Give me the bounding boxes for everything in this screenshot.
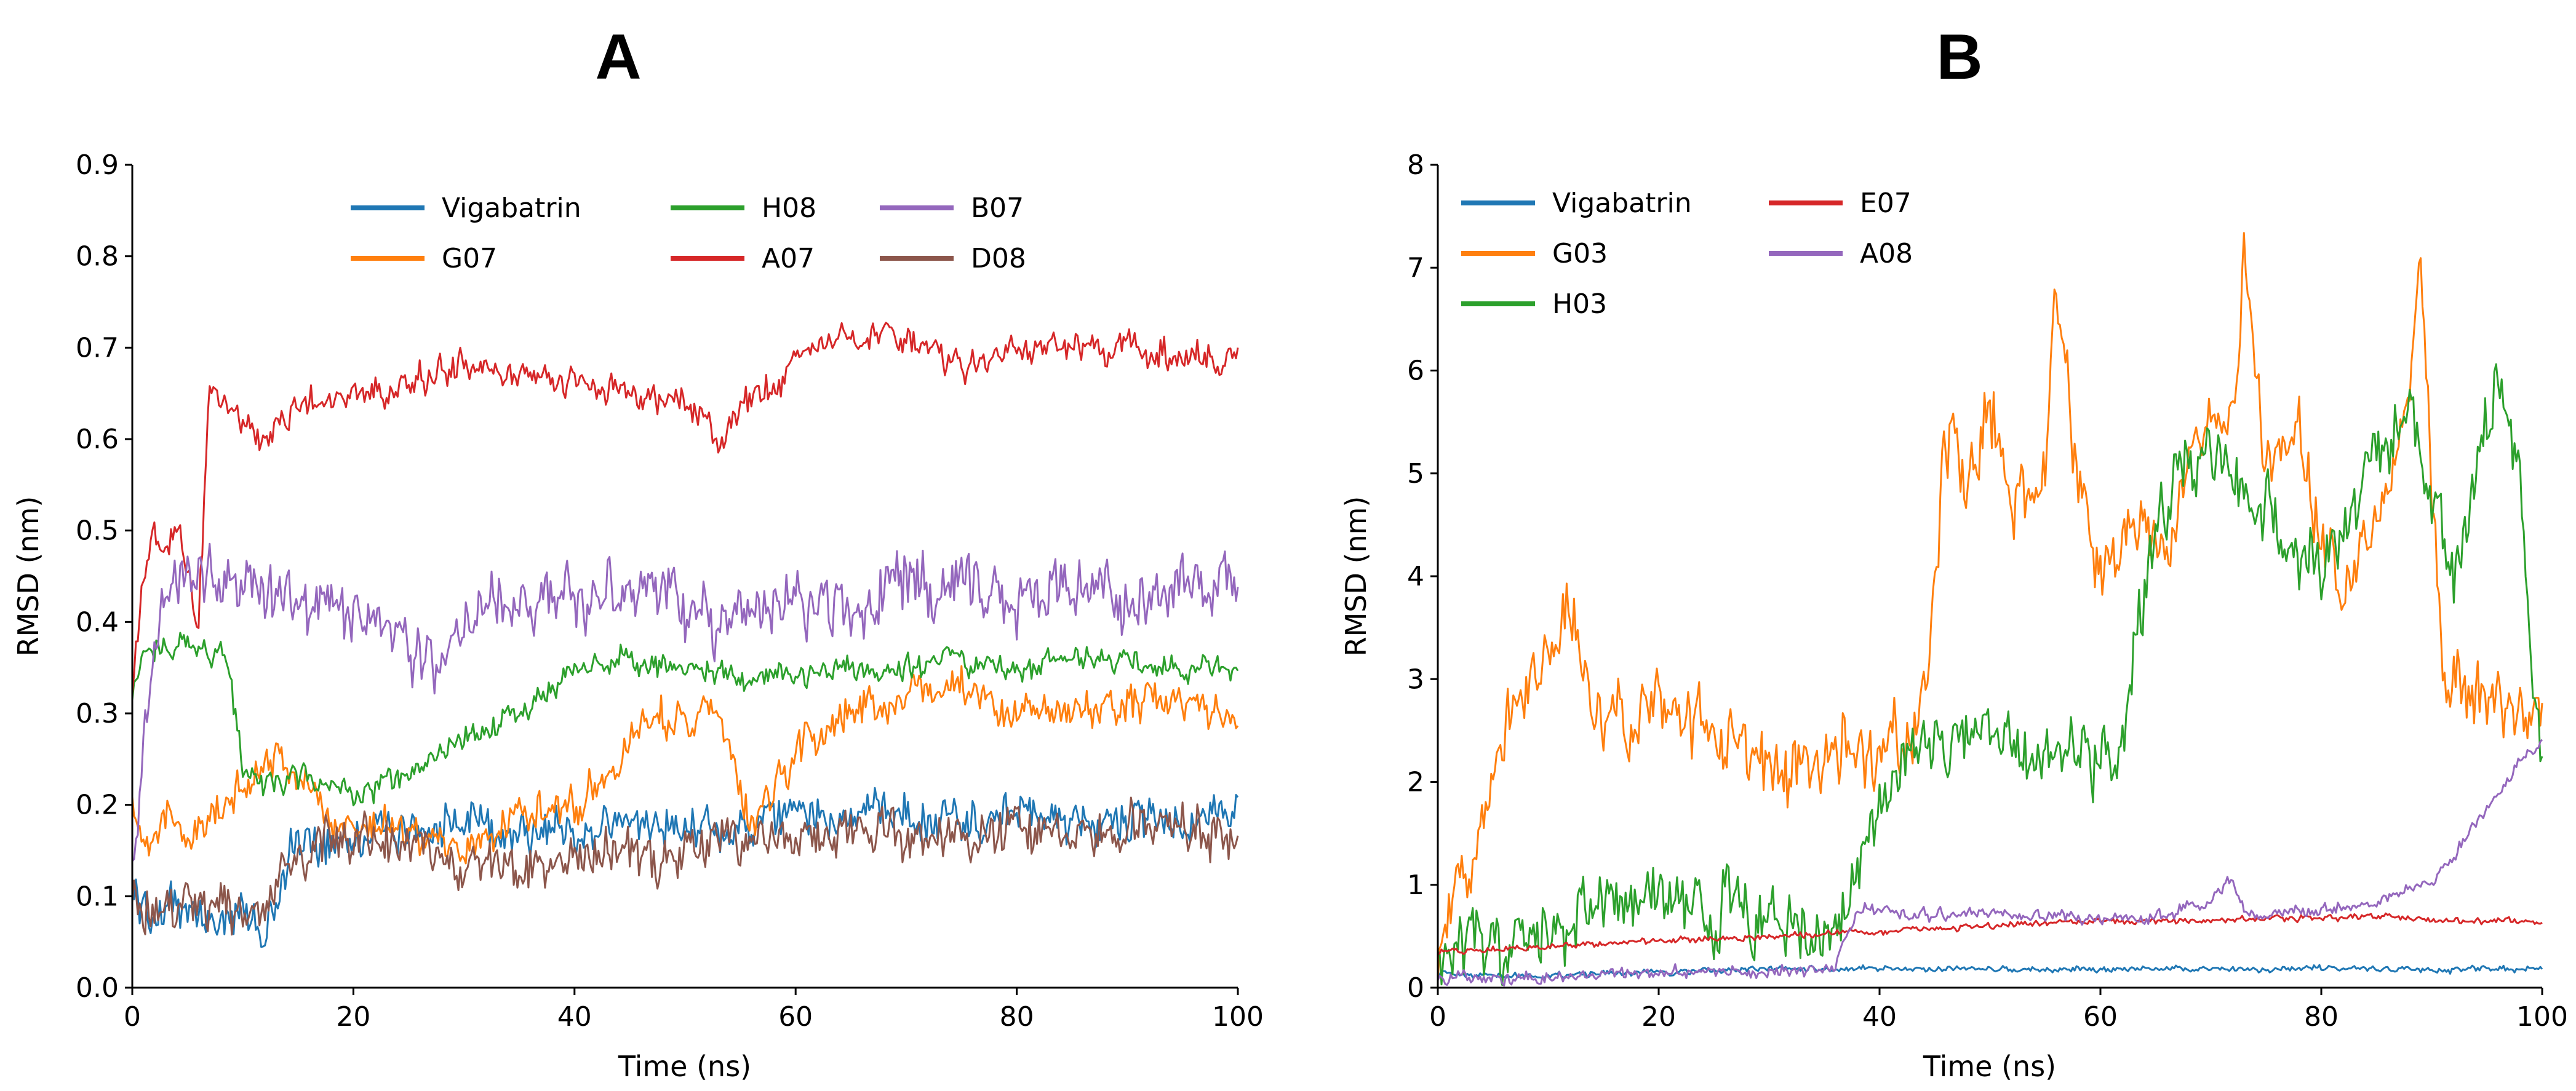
panel-b-legend: Vigabatrin E07 G03 A08 H03 (1461, 188, 1913, 320)
panel-a-legend-label-g07: G07 (442, 243, 497, 274)
panel-b-y-tick-label: 7 (1407, 252, 1424, 284)
panel-a-axes (131, 165, 1238, 989)
panel-a-x-tick-label: 60 (778, 1001, 813, 1033)
panel-a-y-tick-label: 0.4 (76, 606, 119, 638)
panel-a-legend-label-d08: D08 (971, 243, 1026, 274)
panel-b-series (1437, 232, 2543, 987)
panel-a-x-tick-label: 40 (557, 1001, 592, 1033)
panel-a-legend: Vigabatrin H08 B07 G07 A07 D08 (351, 192, 1026, 274)
panel-b-x-tick-label: 20 (1641, 1001, 1676, 1033)
panel-label-a: A (595, 22, 641, 93)
panel-label-b: B (1936, 22, 1982, 93)
panel-a-y-tick-label: 0.1 (76, 881, 119, 912)
panel-a-y-tick-label: 0.3 (76, 698, 119, 729)
panel-a-y-tick-label: 0.2 (76, 790, 119, 821)
panel-b-series-vigabatrin (1437, 964, 2543, 980)
panel-b-y-tick-label: 6 (1407, 355, 1424, 387)
panel-b-x-label: Time (ns) (1923, 1050, 2056, 1083)
panel-b-y-label: RMSD (nm) (1339, 496, 1373, 657)
panel-b-x-tick-label: 60 (2083, 1001, 2118, 1033)
panel-b-y-tick-label: 3 (1407, 664, 1424, 695)
panel-a-y-tick-label: 0.9 (76, 149, 119, 181)
panel-a-y-tick-label: 0.5 (76, 515, 119, 547)
panel-b-series-a08 (1437, 739, 2543, 987)
panel-a-x-label: Time (ns) (618, 1050, 751, 1083)
panel-b-y-tick-label: 5 (1407, 458, 1424, 490)
panel-b-legend-label-a08: A08 (1860, 238, 1913, 269)
panel-a-y-label: RMSD (nm) (12, 496, 45, 657)
panel-a-legend-label-h08: H08 (762, 192, 816, 224)
panel-a-x-tick-label: 20 (336, 1001, 370, 1033)
panel-a-series-g07 (131, 665, 1239, 865)
panel-b-axes (1437, 165, 2542, 989)
panel-a-ticks: 0.0 0.1 0.2 0.3 0.4 0.5 0.6 0.7 0.8 0.9 0 20 40 60 80 1… (76, 149, 1264, 1033)
panel-b-y-tick-label: 4 (1407, 561, 1424, 592)
panel-b-series-e07 (1437, 912, 2543, 956)
panel-a-series-a07 (131, 322, 1239, 694)
panel-b-legend-label-vigabatrin: Vigabatrin (1552, 188, 1692, 219)
panel-a-y-tick-label: 0.0 (76, 972, 119, 1004)
panel-b-x-tick-label: 0 (1429, 1001, 1446, 1033)
panel-a-x-tick-label: 0 (124, 1001, 141, 1033)
panel-b-x-tick-label: 100 (2516, 1001, 2568, 1033)
panel-b-legend-label-h03: H03 (1552, 288, 1607, 320)
panel-b-y-tick-label: 1 (1407, 870, 1424, 901)
panel-b-y-tick-label: 8 (1407, 149, 1424, 181)
panel-b-x-tick-label: 80 (2304, 1001, 2339, 1033)
panel-a-y-tick-label: 0.8 (76, 241, 119, 272)
panel-b-series-g03 (1437, 232, 2543, 980)
panel-b-legend-label-e07: E07 (1860, 188, 1912, 219)
panel-a-legend-label-b07: B07 (971, 192, 1024, 224)
chart-panel-a: A 0.0 0.1 0.2 0.3 0.4 0.5 0.6 0.7 0.8 0.9 0 20 40 60 8… (12, 22, 1264, 1083)
panel-a-y-tick-label: 0.7 (76, 332, 119, 363)
panel-b-legend-label-g03: G03 (1552, 238, 1608, 269)
panel-a-legend-label-vigabatrin: Vigabatrin (442, 192, 581, 224)
panel-a-legend-label-a07: A07 (762, 243, 815, 274)
panel-a-series-d08 (131, 796, 1239, 936)
panel-b-y-tick-label: 2 (1407, 767, 1424, 798)
panel-a-x-tick-label: 80 (1000, 1001, 1034, 1033)
panel-a-series-b07 (131, 542, 1239, 862)
panel-a-series (131, 322, 1239, 948)
panel-a-y-tick-label: 0.6 (76, 424, 119, 455)
panel-a-series-h08 (131, 632, 1239, 807)
panel-b-x-tick-label: 40 (1862, 1001, 1897, 1033)
panel-b-series-h03 (1437, 363, 2543, 986)
panel-b-y-tick-label: 0 (1407, 972, 1424, 1004)
panel-a-series-vigabatrin (131, 787, 1239, 948)
panel-a-x-tick-label: 100 (1212, 1001, 1264, 1033)
